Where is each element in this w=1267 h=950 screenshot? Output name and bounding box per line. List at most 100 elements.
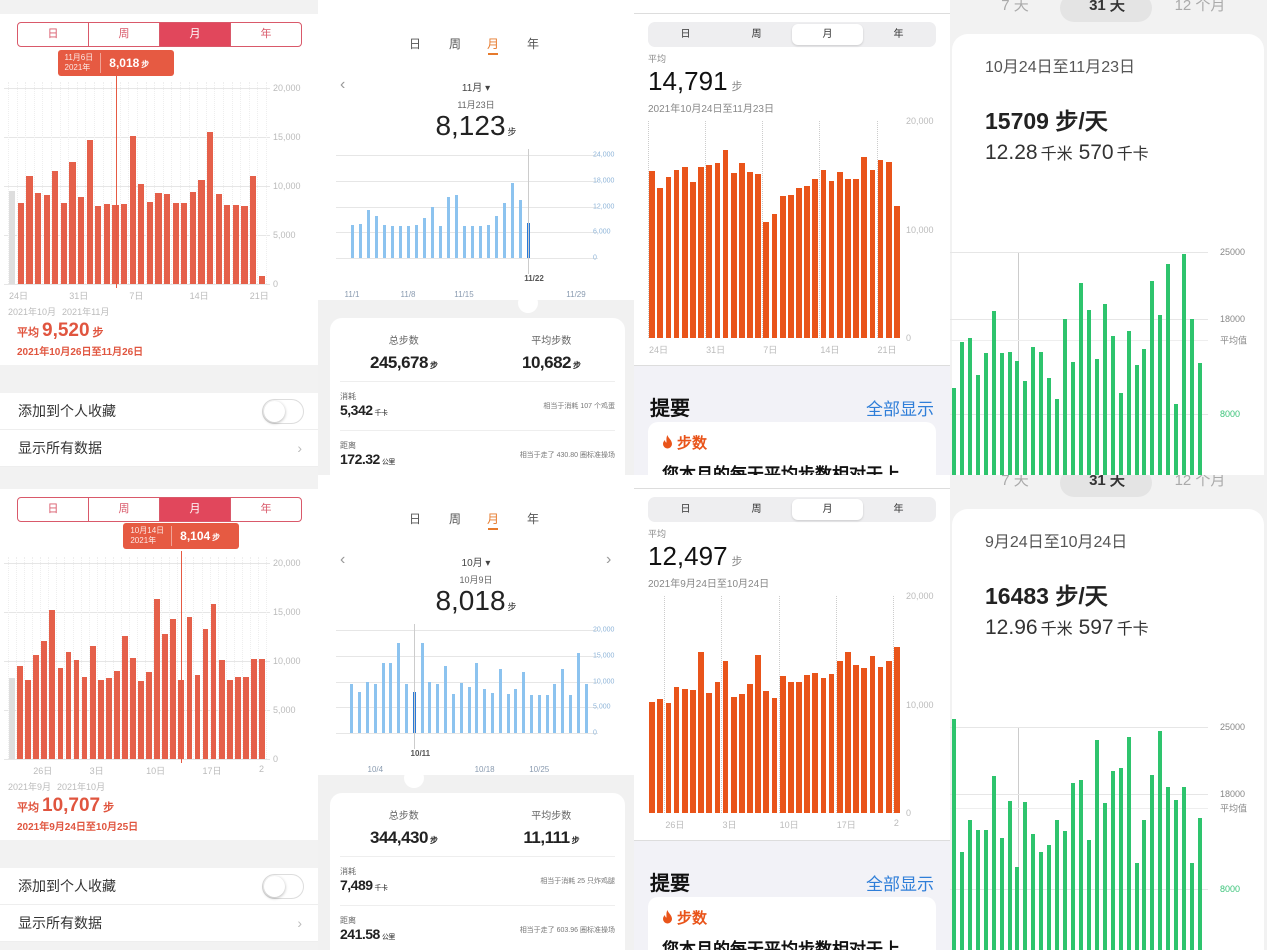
vertical-gridline	[111, 82, 113, 284]
bar	[885, 162, 892, 338]
favorites-toggle[interactable]	[262, 399, 304, 424]
period-segmented-control: 日周月年	[648, 497, 936, 522]
steps-value: 8,123	[435, 110, 506, 141]
steps-highlight-card[interactable]: 步数 您本月的每天平均步数相对于上	[648, 897, 936, 950]
segment-0[interactable]: 日	[680, 504, 691, 515]
show-all-data-row[interactable]: 显示所有数据 ›	[0, 905, 318, 942]
tab-1[interactable]: 周	[448, 37, 461, 51]
average-label: 平均	[17, 327, 39, 339]
tab-2[interactable]: 月	[483, 35, 503, 55]
month-picker[interactable]: 11月 ▾	[461, 83, 491, 94]
show-all-link[interactable]: 全部显示	[866, 875, 934, 894]
tab-0[interactable]: 日	[408, 512, 421, 526]
selected-date: 11月23日	[457, 100, 495, 110]
timeline-knob[interactable]	[404, 768, 425, 788]
segment-0[interactable]: 日	[680, 29, 691, 40]
bar	[673, 169, 680, 338]
tab-2[interactable]: 12 个月	[1174, 0, 1226, 14]
steps-highlight-card[interactable]: 步数 您本月的每天平均步数相对于上	[648, 422, 936, 475]
segment-1[interactable]: 周	[751, 504, 762, 515]
tab-1[interactable]: 31 天	[1089, 475, 1125, 489]
bar	[81, 676, 88, 759]
vertical-gridline	[42, 82, 44, 284]
average-steps: 14,791 步	[648, 66, 743, 97]
segment-1[interactable]: 周	[751, 29, 762, 40]
bar	[1150, 280, 1155, 475]
bar	[1190, 318, 1195, 475]
prev-month-button[interactable]: ‹	[340, 551, 346, 568]
month-label: 2021年10月	[57, 782, 106, 792]
vertical-gridline	[8, 557, 9, 759]
steps-unit: 步	[507, 127, 517, 137]
bar	[649, 170, 655, 338]
add-to-favorites-row[interactable]: 添加到个人收藏	[0, 868, 318, 905]
prev-month-button[interactable]: ‹	[340, 76, 346, 93]
vertical-gridline	[266, 557, 267, 759]
bar	[1174, 800, 1179, 950]
date-range: 2021年10月24日至11月23日	[648, 104, 774, 115]
selected-tab-pill	[1060, 0, 1152, 22]
tooltip-value: 8,018 步	[101, 56, 149, 70]
bar	[738, 693, 745, 813]
vertical-gridline	[128, 82, 130, 284]
bar	[820, 169, 827, 338]
y-tick-label: 8000	[1220, 883, 1241, 894]
bar	[428, 681, 432, 733]
favorites-toggle[interactable]	[262, 874, 304, 899]
tab-2[interactable]: 12 个月	[1174, 475, 1226, 489]
x-tick-label: 7日	[763, 345, 778, 355]
bar	[1102, 803, 1107, 950]
segment-0[interactable]: 日	[47, 28, 59, 40]
selected-day-tooltip: 11月6日 2021年 8,018 步	[57, 50, 174, 76]
segment-2[interactable]: 月	[792, 499, 863, 520]
bar	[224, 204, 231, 284]
period-segmented-control: 日 周月年	[17, 497, 302, 522]
divider	[340, 905, 615, 906]
vertical-gridline	[154, 82, 156, 284]
green-steps-panel: 7 天 31 天 12 个月 10月24日至11月23日 15709 步/天 12.…	[950, 0, 1267, 475]
tab-2[interactable]: 月	[483, 510, 503, 530]
show-all-link[interactable]: 全部显示	[866, 400, 934, 419]
gridline	[336, 681, 598, 683]
y-tick-label: 18000	[1220, 788, 1246, 799]
selected-date: 10月9日	[459, 575, 493, 585]
vertical-gridline	[104, 557, 106, 759]
vertical-gridline	[876, 121, 878, 338]
bar	[1126, 736, 1131, 950]
segment-2[interactable]: 月	[159, 23, 230, 46]
bar	[1102, 304, 1107, 475]
next-month-button[interactable]: ›	[606, 551, 612, 568]
bar	[836, 171, 843, 338]
segment-0[interactable]: 日	[47, 503, 59, 515]
average-line-label: 平均值	[1220, 335, 1248, 346]
segment-2[interactable]: 月	[159, 498, 230, 521]
distance-value: 12.28	[985, 141, 1038, 164]
bar	[1007, 801, 1012, 950]
distance: 241.58 公里	[340, 926, 395, 942]
total-label: 总步数	[388, 336, 419, 347]
show-all-data-row[interactable]: 显示所有数据 ›	[0, 430, 318, 467]
bar	[1158, 314, 1163, 475]
month-picker[interactable]: 10月 ▾	[461, 558, 491, 569]
timeline-knob[interactable]	[518, 293, 538, 313]
segment-2[interactable]: 月	[792, 24, 863, 45]
tab-0[interactable]: 7 天	[1001, 0, 1029, 14]
tab-3[interactable]: 年	[526, 512, 539, 526]
tab-3[interactable]: 年	[526, 37, 539, 51]
tab-1[interactable]: 周	[448, 512, 461, 526]
add-to-favorites-row[interactable]: 添加到个人收藏	[0, 393, 318, 430]
bar	[779, 195, 786, 338]
segment-3[interactable]: 年	[230, 498, 301, 521]
segment-1[interactable]: 周	[88, 498, 159, 521]
tab-0[interactable]: 7 天	[1001, 475, 1029, 489]
bar	[25, 679, 32, 759]
segment-3[interactable]: 年	[230, 23, 301, 46]
y-tick-label: 25000	[1220, 722, 1246, 732]
apple-fitness-panel: 日 周 月 年 平均 14,791 步 2021年10月24日至11月23日 提要 全部…	[634, 0, 950, 475]
segment-3[interactable]: 年	[893, 504, 904, 515]
tab-1[interactable]: 31 天	[1089, 0, 1125, 14]
segment-1[interactable]: 周	[88, 23, 159, 46]
segment-3[interactable]: 年	[893, 29, 904, 40]
vertical-gridline	[648, 121, 649, 338]
tab-0[interactable]: 日	[408, 37, 421, 51]
